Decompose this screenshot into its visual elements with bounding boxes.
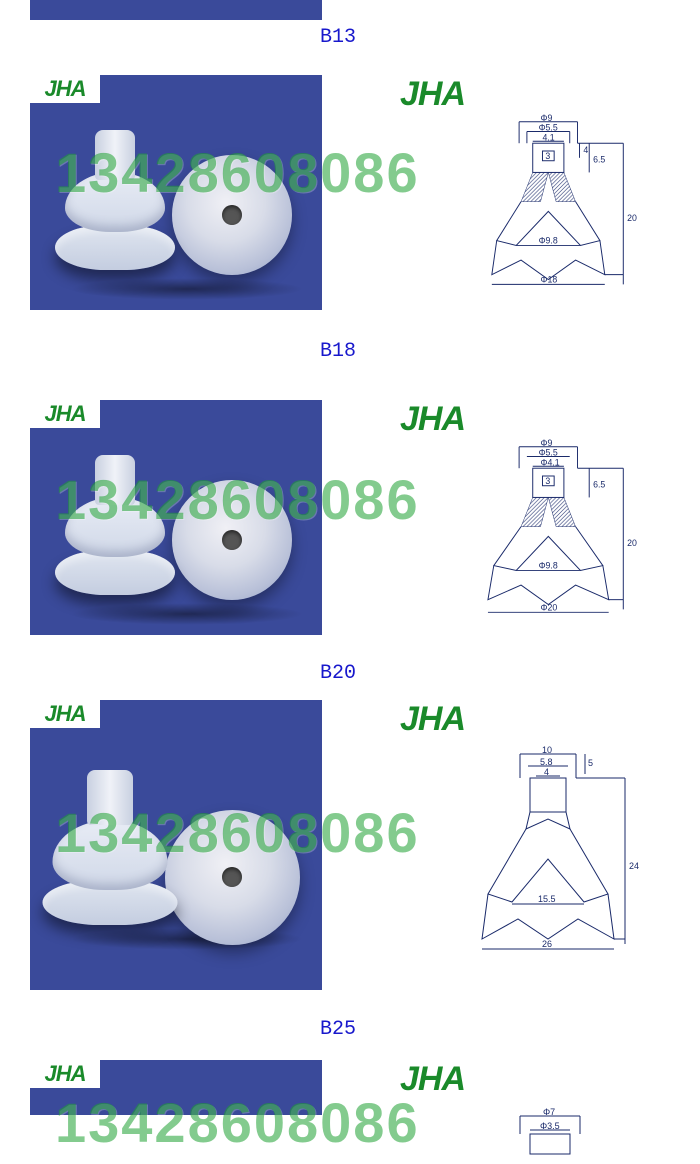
dim-lip-dia: 26 [542, 939, 552, 949]
suction-cup-render [30, 700, 322, 990]
product-photo-fragment [30, 0, 322, 20]
product-photo-b25: JHA [30, 700, 322, 990]
engineering-diagram-b18: Φ9 Φ5.5 4.1 3 4 6.5 20 [460, 114, 660, 299]
engineering-diagram-fragment: Φ7 Φ3.5 [460, 1099, 660, 1159]
photo-brand-badge: JHA [30, 75, 100, 103]
diagram-brand-title: JHA [400, 75, 680, 114]
dim-top-inner: 4 [544, 767, 549, 777]
dim-bore: 3 [545, 151, 550, 161]
product-photo-b18: JHA [30, 75, 322, 310]
dim-bellows-dia: Φ9.8 [539, 236, 558, 246]
product-photo-fragment: JHA [30, 1060, 322, 1115]
diagram-area-b20: JHA Φ9 Φ5.5 Φ4.1 3 6.5 20 Φ9. [360, 400, 680, 629]
product-row-b25: JHA JHA 10 5 5.8 4 24 15.5 [0, 700, 322, 990]
product-photo-b20: JHA [30, 400, 322, 635]
diagram-brand-title: JHA [400, 700, 680, 739]
suction-cup-render [30, 400, 322, 635]
diagram-area-b18: JHA Φ9 Φ5.5 4.1 3 4 [360, 75, 680, 304]
dim-top-mid: Φ5.5 [539, 448, 558, 458]
product-catalog-page: B13 JHA JHA [0, 0, 700, 1124]
photo-brand-badge: JHA [30, 1060, 100, 1088]
engineering-diagram-b20: Φ9 Φ5.5 Φ4.1 3 6.5 20 Φ9.8 Φ20 [460, 439, 660, 624]
photo-brand-badge: JHA [30, 700, 100, 728]
product-row-b13-fragment [0, 0, 322, 20]
product-label-b20: B20 [320, 662, 356, 685]
dim-neck-h1: 4 [583, 145, 588, 155]
dim-top-inner: Φ4.1 [541, 457, 560, 467]
photo-brand-badge: JHA [30, 400, 100, 428]
product-row-b18: JHA JHA Φ9 Φ5.5 4.1 3 [0, 75, 322, 310]
dim-neck-h2: 6.5 [593, 155, 605, 165]
dim-bore: 3 [545, 476, 550, 486]
diagram-brand-title: JHA [400, 400, 680, 439]
diagram-brand-title: JHA [400, 1060, 680, 1099]
suction-cup-render [30, 75, 322, 310]
dim-top-outer: Φ9 [541, 439, 553, 448]
product-label-b25: B25 [320, 1018, 356, 1041]
dim-overall-h: 20 [627, 213, 637, 223]
product-label-b13: B13 [320, 26, 356, 49]
dim-lip-dia: Φ18 [541, 274, 558, 284]
dim-top-mid: Φ3.5 [540, 1121, 560, 1131]
diagram-area-b25: JHA 10 5 5.8 4 24 15.5 26 [360, 700, 680, 974]
dim-overall-h: 24 [629, 861, 639, 871]
dim-lip-dia: Φ20 [541, 602, 558, 612]
engineering-diagram-b25: 10 5 5.8 4 24 15.5 26 [460, 739, 660, 969]
dim-neck-h1: 5 [588, 758, 593, 768]
dim-overall-h: 20 [627, 538, 637, 548]
dim-top-mid: 5.8 [540, 757, 553, 767]
dim-top-mid: Φ5.5 [539, 123, 558, 133]
product-row-b20: JHA JHA Φ9 Φ5.5 Φ4.1 3 6.5 20 [0, 400, 322, 635]
product-label-b18: B18 [320, 340, 356, 363]
dim-top-outer: Φ9 [541, 114, 553, 123]
dim-bellows-dia: 15.5 [538, 894, 556, 904]
dim-top-outer: 10 [542, 745, 552, 755]
dim-top-inner: 4.1 [542, 132, 554, 142]
dim-top-outer: Φ7 [543, 1107, 555, 1117]
product-row-fragment-bottom: JHA JHA Φ7 Φ3.5 [0, 1060, 322, 1115]
dim-neck-h2: 6.5 [593, 480, 605, 490]
dim-bellows-dia: Φ9.8 [539, 561, 558, 571]
diagram-area-fragment: JHA Φ7 Φ3.5 [360, 1060, 680, 1164]
